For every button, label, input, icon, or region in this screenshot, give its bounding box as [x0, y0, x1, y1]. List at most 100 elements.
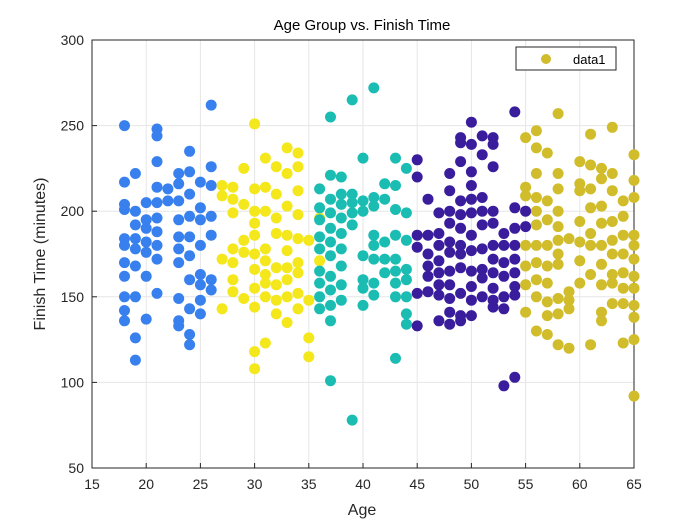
data-point: [628, 390, 640, 402]
data-point: [325, 270, 336, 282]
data-point: [249, 217, 261, 229]
data-point: [541, 329, 553, 340]
data-point: [596, 279, 607, 291]
data-point: [281, 142, 293, 154]
data-point: [292, 257, 304, 269]
legend-box: [515, 46, 617, 71]
data-point: [411, 154, 423, 166]
data-point: [509, 371, 521, 383]
data-point: [325, 236, 336, 248]
data-point: [184, 274, 196, 286]
y-tick-label: 150: [61, 289, 85, 305]
data-point: [433, 315, 445, 327]
data-point: [606, 248, 618, 260]
data-point: [151, 226, 163, 238]
data-point: [335, 294, 347, 306]
data-point: [270, 262, 282, 274]
data-point: [400, 308, 412, 320]
data-point: [325, 193, 336, 205]
data-point: [476, 149, 488, 161]
data-point: [455, 156, 467, 168]
x-tick-label: 40: [355, 476, 371, 492]
data-point: [184, 339, 196, 351]
data-point: [476, 205, 488, 217]
data-point: [368, 277, 380, 289]
data-point: [216, 180, 228, 191]
data-point: [541, 239, 553, 251]
data-point: [487, 253, 499, 265]
data-point: [173, 214, 185, 226]
data-point: [606, 216, 618, 227]
data-point: [509, 202, 521, 214]
data-point: [411, 171, 423, 183]
data-point: [151, 287, 163, 299]
data-point: [509, 222, 521, 234]
data-point: [563, 233, 575, 245]
data-point: [498, 270, 510, 282]
data-point: [455, 287, 467, 299]
data-point: [520, 279, 532, 291]
data-point: [400, 162, 412, 174]
data-point: [476, 192, 488, 203]
data-points: [119, 82, 640, 426]
data-point: [520, 221, 532, 233]
data-point: [292, 303, 304, 315]
data-point: [379, 253, 391, 265]
data-point: [444, 205, 456, 217]
data-point: [303, 332, 315, 344]
data-point: [455, 137, 467, 149]
data-point: [162, 195, 174, 207]
data-point: [335, 228, 347, 239]
data-point: [400, 291, 412, 303]
data-point: [400, 207, 412, 219]
data-point: [292, 185, 304, 197]
data-point: [520, 132, 532, 144]
data-point: [270, 294, 282, 306]
data-point: [129, 243, 141, 255]
data-point: [379, 236, 391, 248]
data-point: [259, 269, 271, 280]
data-point: [259, 337, 271, 349]
data-point: [422, 270, 434, 282]
data-point: [238, 234, 250, 246]
data-point: [292, 267, 304, 279]
data-point: [433, 228, 445, 239]
data-point: [281, 200, 293, 212]
data-point: [184, 210, 196, 222]
data-point: [173, 178, 185, 190]
data-point: [520, 181, 532, 193]
data-point: [465, 265, 477, 277]
data-point: [335, 212, 347, 224]
data-point: [628, 299, 640, 311]
data-point: [530, 219, 542, 231]
data-point: [270, 161, 282, 173]
data-point: [509, 106, 521, 118]
data-point: [194, 239, 206, 251]
data-point: [585, 128, 597, 140]
data-point: [455, 315, 467, 327]
data-point: [606, 269, 618, 280]
data-point: [325, 284, 336, 296]
data-point: [151, 181, 163, 193]
data-point: [563, 294, 575, 306]
data-point: [368, 192, 380, 203]
data-point: [606, 168, 618, 179]
data-point: [465, 180, 477, 191]
data-point: [596, 217, 607, 229]
data-point: [411, 229, 423, 241]
data-point: [205, 180, 217, 191]
data-point: [552, 293, 564, 304]
x-tick-label: 60: [572, 476, 588, 492]
data-point: [140, 246, 152, 258]
data-point: [465, 166, 477, 178]
data-point: [552, 234, 564, 246]
data-point: [617, 337, 629, 349]
data-point: [151, 156, 163, 168]
data-point: [379, 193, 391, 205]
data-point: [390, 265, 401, 277]
data-point: [184, 166, 196, 178]
data-point: [314, 291, 326, 303]
data-point: [585, 239, 597, 251]
data-point: [292, 161, 304, 173]
data-point: [194, 294, 206, 306]
